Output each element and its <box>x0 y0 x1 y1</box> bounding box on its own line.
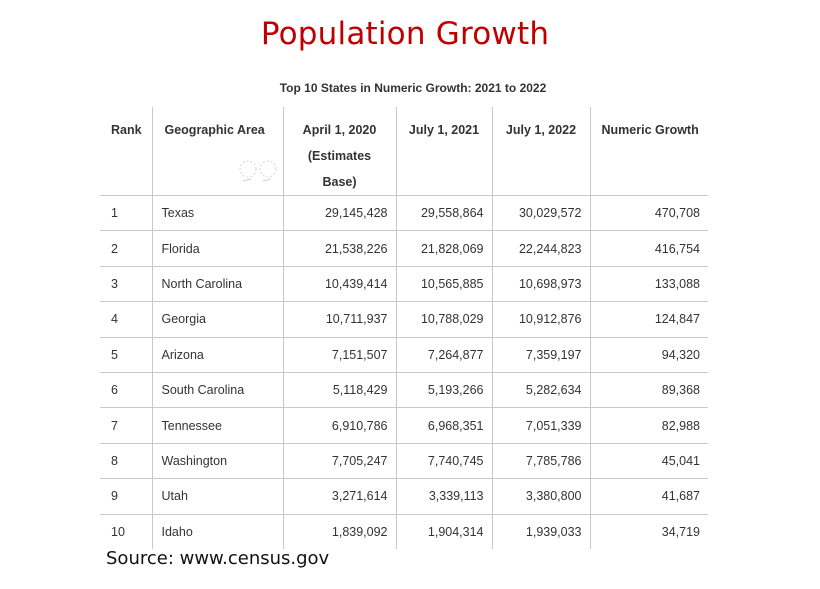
rank-cell: 10 <box>100 513 153 550</box>
growth-cell: 89,368 <box>589 371 708 409</box>
july-2022-cell: 5,282,634 <box>491 371 591 409</box>
area-cell: Tennessee <box>151 407 284 444</box>
july-2021-cell: 7,264,877 <box>395 336 493 373</box>
table-row: 5 Arizona 7,151,507 7,264,877 7,359,197 … <box>100 336 708 373</box>
rank-cell: 1 <box>100 194 153 232</box>
rank-cell: 9 <box>100 478 153 515</box>
april-2020-cell: 10,711,937 <box>282 301 397 338</box>
rank-cell: 3 <box>100 265 153 303</box>
july-2021-cell: 7,740,745 <box>395 442 493 480</box>
header-april-2020: April 1, 2020 (Estimates Base) <box>282 107 397 196</box>
area-cell: South Carolina <box>151 371 284 409</box>
rank-cell: 6 <box>100 371 153 409</box>
july-2021-cell: 10,565,885 <box>395 265 493 303</box>
july-2022-cell: 1,939,033 <box>491 513 591 550</box>
april-2020-cell: 21,538,226 <box>282 230 397 267</box>
area-cell: Texas <box>151 194 284 232</box>
header-april-2020-line1: April 1, 2020 <box>302 123 377 137</box>
header-july-2021: July 1, 2021 <box>395 107 493 196</box>
slide-title: Population Growth <box>260 16 550 52</box>
july-2022-cell: 22,244,823 <box>491 230 591 267</box>
area-cell: Washington <box>151 442 284 480</box>
growth-cell: 94,320 <box>589 336 708 373</box>
header-july-2022: July 1, 2022 <box>491 107 591 196</box>
july-2021-cell: 6,968,351 <box>395 407 493 444</box>
loading-circles-icon <box>239 160 276 182</box>
july-2022-cell: 7,359,197 <box>491 336 591 373</box>
growth-cell: 470,708 <box>589 194 708 232</box>
area-cell: North Carolina <box>151 265 284 303</box>
growth-cell: 124,847 <box>589 301 708 338</box>
april-2020-cell: 3,271,614 <box>282 478 397 515</box>
july-2021-cell: 29,558,864 <box>395 194 493 232</box>
rank-cell: 5 <box>100 336 153 373</box>
table-row: 8 Washington 7,705,247 7,740,745 7,785,7… <box>100 442 708 480</box>
table-row: 4 Georgia 10,711,937 10,788,029 10,912,8… <box>100 301 708 338</box>
area-cell: Georgia <box>151 301 284 338</box>
table-caption: Top 10 States in Numeric Growth: 2021 to… <box>279 81 547 95</box>
header-numeric-growth: Numeric Growth <box>589 107 708 196</box>
table-row: 2 Florida 21,538,226 21,828,069 22,244,8… <box>100 230 708 267</box>
july-2022-cell: 3,380,800 <box>491 478 591 515</box>
table-row: 1 Texas 29,145,428 29,558,864 30,029,572… <box>100 194 708 232</box>
area-cell: Arizona <box>151 336 284 373</box>
growth-cell: 34,719 <box>589 513 708 550</box>
growth-cell: 82,988 <box>589 407 708 444</box>
growth-cell: 133,088 <box>589 265 708 303</box>
july-2021-cell: 3,339,113 <box>395 478 493 515</box>
april-2020-cell: 1,839,092 <box>282 513 397 550</box>
july-2022-cell: 7,785,786 <box>491 442 591 480</box>
rank-cell: 2 <box>100 230 153 267</box>
growth-cell: 416,754 <box>589 230 708 267</box>
july-2022-cell: 30,029,572 <box>491 194 591 232</box>
table-row: 3 North Carolina 10,439,414 10,565,885 1… <box>100 265 708 303</box>
july-2022-cell: 7,051,339 <box>491 407 591 444</box>
growth-cell: 41,687 <box>589 478 708 515</box>
july-2022-cell: 10,698,973 <box>491 265 591 303</box>
april-2020-cell: 7,705,247 <box>282 442 397 480</box>
growth-cell: 45,041 <box>589 442 708 480</box>
april-2020-cell: 29,145,428 <box>282 194 397 232</box>
header-april-2020-line2: (Estimates <box>307 149 372 163</box>
april-2020-cell: 5,118,429 <box>282 371 397 409</box>
header-geographic-area: Geographic Area <box>151 107 284 196</box>
area-cell: Utah <box>151 478 284 515</box>
table-row: 7 Tennessee 6,910,786 6,968,351 7,051,33… <box>100 407 708 444</box>
header-row: Rank Geographic Area April 1, 2020 (Esti… <box>100 107 708 196</box>
july-2022-cell: 10,912,876 <box>491 301 591 338</box>
table-row: 10 Idaho 1,839,092 1,904,314 1,939,033 3… <box>100 513 708 550</box>
header-rank: Rank <box>100 107 153 196</box>
july-2021-cell: 21,828,069 <box>395 230 493 267</box>
header-area-label: Geographic Area <box>164 123 265 137</box>
july-2021-cell: 1,904,314 <box>395 513 493 550</box>
header-april-2020-line3: Base) <box>322 175 357 189</box>
april-2020-cell: 10,439,414 <box>282 265 397 303</box>
april-2020-cell: 7,151,507 <box>282 336 397 373</box>
growth-table: Rank Geographic Area April 1, 2020 (Esti… <box>100 107 708 550</box>
area-cell: Florida <box>151 230 284 267</box>
area-cell: Idaho <box>151 513 284 550</box>
july-2021-cell: 10,788,029 <box>395 301 493 338</box>
rank-cell: 7 <box>100 407 153 444</box>
rank-cell: 4 <box>100 301 153 338</box>
april-2020-cell: 6,910,786 <box>282 407 397 444</box>
rank-cell: 8 <box>100 442 153 480</box>
table-row: 9 Utah 3,271,614 3,339,113 3,380,800 41,… <box>100 478 708 515</box>
table-row: 6 South Carolina 5,118,429 5,193,266 5,2… <box>100 371 708 409</box>
july-2021-cell: 5,193,266 <box>395 371 493 409</box>
source-text: Source: www.census.gov <box>106 548 330 569</box>
